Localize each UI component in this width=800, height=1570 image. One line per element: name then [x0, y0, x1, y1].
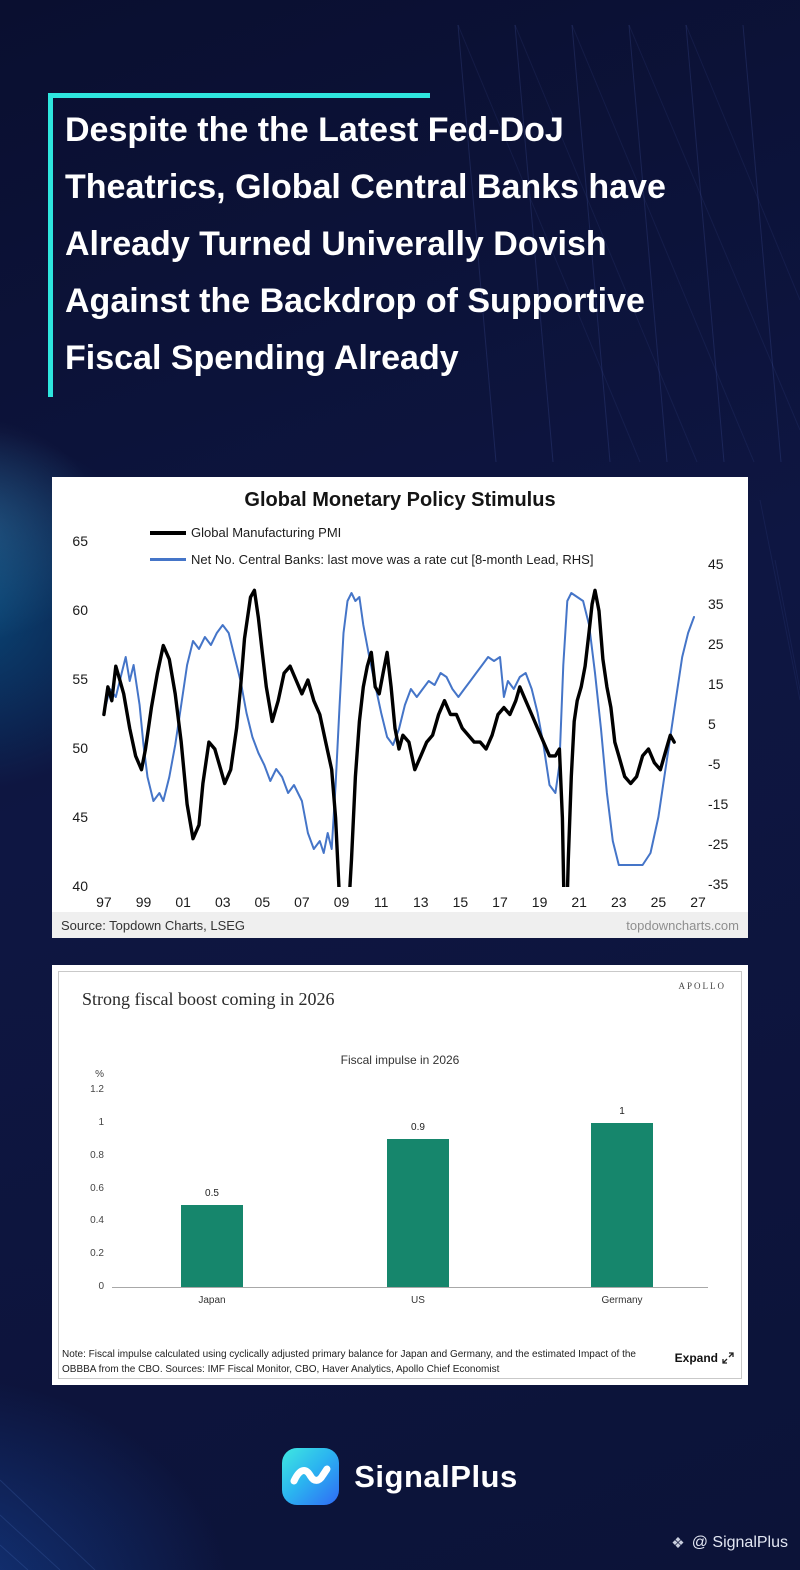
left-axis-tick-label: 55 [72, 671, 88, 687]
x-axis-tick-label: 15 [452, 894, 469, 910]
pulse-wave-icon [290, 1465, 331, 1485]
fiscal-impulse-bar [181, 1204, 243, 1287]
social-handle: ❖ @ SignalPlus [671, 1534, 788, 1552]
x-axis-tick-label: 19 [531, 894, 548, 910]
bar-category-label: Germany [601, 1295, 643, 1306]
headline-text: Despite the the Latest Fed-DoJ Theatrics… [65, 111, 666, 377]
headline: Despite the the Latest Fed-DoJ Theatrics… [48, 98, 680, 397]
signalplus-logo: SignalPlus [0, 1448, 800, 1505]
central-banks-line [102, 592, 695, 866]
legend-row-central-banks: Net No. Central Banks: last move was a r… [150, 546, 593, 573]
bar-y-axis-tick-label: 1 [98, 1116, 104, 1128]
bar-chart-title: Fiscal impulse in 2026 [340, 1053, 460, 1067]
bar-y-axis-tick-label: 0 [98, 1281, 104, 1292]
line-chart-svg [102, 588, 695, 887]
signalplus-logo-text: SignalPlus [354, 1458, 518, 1494]
chart-note: Note: Fiscal impulse calculated using cy… [62, 1349, 636, 1375]
x-axis-tick-label: 03 [214, 894, 231, 910]
right-axis-tick-label: -15 [708, 796, 729, 812]
expand-button-label: Expand [674, 1351, 718, 1365]
pmi-legend-label: Global Manufacturing PMI [191, 525, 342, 540]
bar-y-axis-tick-label: 0.2 [90, 1248, 104, 1260]
right-axis-tick-label: 35 [708, 596, 724, 612]
x-axis-tick-label: 17 [492, 894, 508, 910]
fiscal-impulse-bar [387, 1139, 449, 1287]
x-axis-tick-label: 11 [373, 894, 389, 910]
right-axis-tick-label: -35 [708, 876, 729, 892]
x-axis-tick-label: 25 [650, 894, 667, 910]
bar-value-label: 0.9 [411, 1122, 425, 1134]
x-axis-tick-label: 01 [175, 894, 191, 910]
bar-category-label: US [411, 1295, 425, 1306]
x-axis-tick-label: 27 [690, 894, 706, 910]
line-chart-plot [96, 542, 698, 887]
fiscal-impulse-bar [591, 1122, 653, 1287]
bar-y-axis-tick-label: 0.6 [90, 1182, 104, 1194]
right-axis-tick-label: -25 [708, 836, 729, 852]
left-axis-tick-label: 50 [72, 740, 88, 756]
social-handle-text: @ SignalPlus [691, 1534, 788, 1551]
headline-accent-bar [48, 93, 430, 98]
x-axis-tick-label: 07 [294, 894, 310, 910]
central-banks-line-swatch [150, 558, 186, 561]
x-axis-tick-label: 23 [610, 894, 627, 910]
right-axis-tick-label: -5 [708, 756, 721, 772]
chart-source-text: Source: Topdown Charts, LSEG [61, 917, 246, 933]
x-axis-tick-label: 05 [254, 894, 271, 910]
left-axis-tick-label: 45 [72, 809, 88, 825]
bar-y-axis-tick-label: 1.2 [90, 1084, 104, 1095]
signalplus-logo-icon [282, 1448, 340, 1505]
right-axis-tick-label: 45 [708, 556, 724, 572]
bar-y-axis-tick-label: 0.4 [90, 1215, 104, 1227]
left-axis-tick-label: 65 [72, 533, 88, 549]
x-axis-tick-label: 21 [571, 894, 587, 910]
chart-source-site: topdowncharts.com [626, 917, 739, 933]
right-axis-tick-label: 15 [708, 676, 724, 692]
bar-value-label: 1 [619, 1105, 625, 1117]
left-axis-tick-label: 60 [72, 602, 88, 618]
x-axis-tick-label: 09 [333, 894, 350, 910]
left-axis-tick-label: 40 [72, 878, 88, 894]
x-axis-tick-label: 97 [96, 894, 112, 910]
pmi-line-swatch [150, 530, 186, 535]
line-chart-legend: Global Manufacturing PMI Net No. Central… [150, 519, 593, 573]
bar-y-axis-tick-label: 0.8 [90, 1149, 104, 1161]
x-axis-line [112, 1287, 708, 1288]
fiscal-chart-heading: Strong fiscal boost coming in 2026 [82, 989, 335, 1009]
y-axis-unit-label: % [95, 1069, 104, 1080]
monetary-policy-chart-panel: Global Monetary Policy Stimulus Global M… [52, 477, 748, 938]
legend-row-pmi: Global Manufacturing PMI [150, 519, 593, 546]
line-chart-title: Global Monetary Policy Stimulus [244, 489, 556, 511]
right-axis-tick-label: 25 [708, 636, 724, 652]
chart-source-bar: Source: Topdown Charts, LSEG topdownchar… [52, 912, 748, 938]
x-axis-tick-label: 99 [135, 894, 152, 910]
fiscal-impulse-chart-panel: Strong fiscal boost coming in 2026 APOLL… [52, 965, 748, 1385]
bar-category-label: Japan [198, 1295, 226, 1306]
apollo-brand: APOLLO [678, 981, 726, 991]
expand-icon [722, 1352, 734, 1364]
expand-button[interactable]: Expand [675, 1351, 734, 1365]
x-axis-tick-label: 13 [412, 894, 429, 910]
bar-value-label: 0.5 [205, 1187, 219, 1199]
binance-diamond-icon: ❖ [671, 1535, 685, 1552]
central-banks-legend-label: Net No. Central Banks: last move was a r… [191, 552, 594, 567]
right-axis-tick-label: 5 [708, 716, 716, 732]
pmi-line [102, 588, 676, 887]
